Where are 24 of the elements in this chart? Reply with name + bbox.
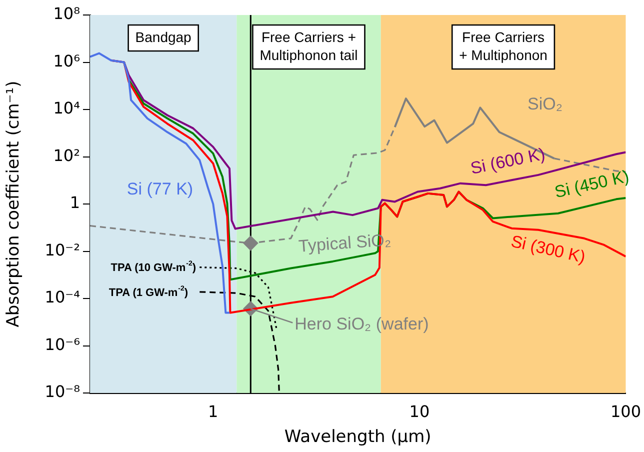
- series-label: Si (77 K): [126, 180, 194, 199]
- x-tick-label: 100: [610, 402, 642, 421]
- annotation: Hero SiO₂ (wafer): [294, 314, 429, 334]
- series-label: SiO₂: [528, 94, 562, 114]
- text: Si (450 K): [552, 166, 631, 202]
- text: Si (600 K): [468, 144, 547, 178]
- y-tick-label: 1: [70, 193, 80, 212]
- annotation: Typical SiO₂: [298, 230, 392, 256]
- x-axis-title: Wavelength (μm): [284, 427, 432, 448]
- band-label: Bandgap: [135, 28, 192, 45]
- band-label: Free Carriers + Multiphonon: [459, 28, 548, 63]
- y-tick-label: 10⁴: [53, 98, 80, 118]
- x-tick-label: 1: [208, 402, 218, 421]
- y-tick-label: 10²: [53, 146, 80, 165]
- y-tick-label: 10⁻⁸: [44, 382, 80, 402]
- y-tick-label: 10⁻⁴: [44, 288, 80, 307]
- y-axis-title: Absorption coefficient (cm⁻¹): [4, 80, 24, 328]
- y-tick-label: 10⁻²: [44, 240, 80, 260]
- x-tick-label: 10: [409, 402, 430, 421]
- y-tick-label: 10⁻⁶: [44, 334, 80, 354]
- band-label: Free Carriers + Multiphonon tail: [260, 28, 358, 63]
- y-tick-label: 10⁶: [53, 51, 80, 70]
- text: Si (300 K): [509, 232, 588, 267]
- y-tick-label: 10⁸: [53, 4, 80, 24]
